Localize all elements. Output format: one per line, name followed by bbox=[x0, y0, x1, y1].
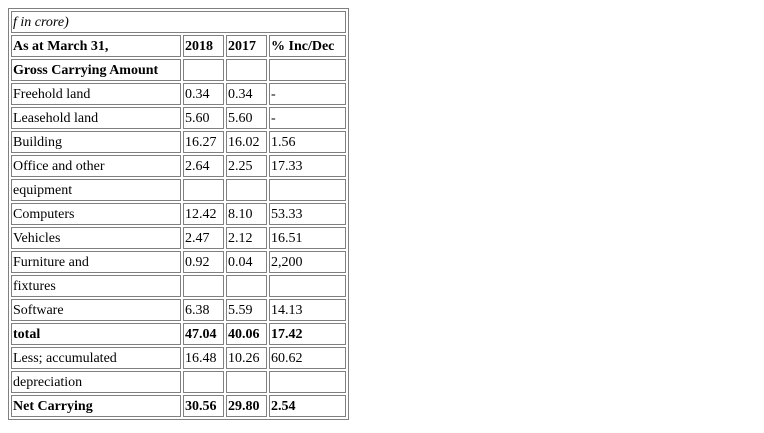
value-2017: 2.12 bbox=[226, 227, 267, 249]
table-row: Freehold land 0.34 0.34- bbox=[11, 83, 346, 105]
row-label: Vehicles bbox=[11, 227, 181, 249]
pct-change: 2,200 bbox=[269, 251, 346, 273]
row-label: Software bbox=[11, 299, 181, 321]
pct-change: - bbox=[269, 83, 346, 105]
value-2017: 40.06 bbox=[226, 323, 267, 345]
row-label: total bbox=[11, 323, 181, 345]
table-row: total 47.04 40.06 17.42 bbox=[11, 323, 346, 345]
table-row: Furniture and 0.92 0.04 2,200 bbox=[11, 251, 346, 273]
row-label: Gross Carrying Amount bbox=[11, 59, 181, 81]
pct-change: 1.56 bbox=[269, 131, 346, 153]
value-2017 bbox=[226, 179, 267, 201]
pct-change: 17.42 bbox=[269, 323, 346, 345]
header-2018: 2018 bbox=[183, 35, 224, 57]
pct-change bbox=[269, 275, 346, 297]
row-label: Computers bbox=[11, 203, 181, 225]
pct-change bbox=[269, 59, 346, 81]
table-row: Leasehold land 5.60 5.60- bbox=[11, 107, 346, 129]
value-2017: 29.80 bbox=[226, 395, 267, 417]
value-2017: 0.04 bbox=[226, 251, 267, 273]
header-row: As at March 31, 2018 2017 % Inc/Dec bbox=[11, 35, 346, 57]
pct-change: 2.54 bbox=[269, 395, 346, 417]
value-2018: 2.64 bbox=[183, 155, 224, 177]
value-2018: 0.34 bbox=[183, 83, 224, 105]
value-2018 bbox=[183, 59, 224, 81]
value-2018: 12.42 bbox=[183, 203, 224, 225]
pct-change: 16.51 bbox=[269, 227, 346, 249]
value-2018: 6.38 bbox=[183, 299, 224, 321]
table-row: Building 16.27 16.02 1.56 bbox=[11, 131, 346, 153]
pct-change: - bbox=[269, 107, 346, 129]
value-2018: 16.48 bbox=[183, 347, 224, 369]
row-label: depreciation bbox=[11, 371, 181, 393]
value-2017: 5.59 bbox=[226, 299, 267, 321]
value-2017: 8.10 bbox=[226, 203, 267, 225]
row-label: fixtures bbox=[11, 275, 181, 297]
row-label: Net Carrying bbox=[11, 395, 181, 417]
value-2018: 30.56 bbox=[183, 395, 224, 417]
value-2017: 16.02 bbox=[226, 131, 267, 153]
value-2018: 5.60 bbox=[183, 107, 224, 129]
header-2017: 2017 bbox=[226, 35, 267, 57]
value-2018 bbox=[183, 179, 224, 201]
value-2017 bbox=[226, 371, 267, 393]
value-2017: 10.26 bbox=[226, 347, 267, 369]
row-label: equipment bbox=[11, 179, 181, 201]
table-row: Less; accumulated 16.48 10.26 60.62 bbox=[11, 347, 346, 369]
row-label: Building bbox=[11, 131, 181, 153]
row-label: Office and other bbox=[11, 155, 181, 177]
gross-carrying-amount-table: f in crore) As at March 31, 2018 2017 % … bbox=[8, 8, 349, 420]
table-row: equipment bbox=[11, 179, 346, 201]
value-2018 bbox=[183, 275, 224, 297]
pct-change: 17.33 bbox=[269, 155, 346, 177]
pct-change: 53.33 bbox=[269, 203, 346, 225]
value-2018: 47.04 bbox=[183, 323, 224, 345]
pct-change bbox=[269, 179, 346, 201]
pct-change: 14.13 bbox=[269, 299, 346, 321]
table-row: Vehicles 2.47 2.12 16.51 bbox=[11, 227, 346, 249]
table-row: fixtures bbox=[11, 275, 346, 297]
table-row: Gross Carrying Amount bbox=[11, 59, 346, 81]
header-pct-change: % Inc/Dec bbox=[269, 35, 346, 57]
financial-table-container: f in crore) As at March 31, 2018 2017 % … bbox=[8, 8, 349, 420]
value-2017 bbox=[226, 275, 267, 297]
caption-row: f in crore) bbox=[11, 11, 346, 33]
table-row: Office and other 2.64 2.25 17.33 bbox=[11, 155, 346, 177]
value-2018: 0.92 bbox=[183, 251, 224, 273]
currency-note: f in crore) bbox=[11, 11, 346, 33]
table-row: Computers 12.42 8.10 53.33 bbox=[11, 203, 346, 225]
table-row: Software 6.38 5.59 14.13 bbox=[11, 299, 346, 321]
value-2018: 16.27 bbox=[183, 131, 224, 153]
header-label: As at March 31, bbox=[11, 35, 181, 57]
value-2018 bbox=[183, 371, 224, 393]
value-2017 bbox=[226, 59, 267, 81]
row-label: Freehold land bbox=[11, 83, 181, 105]
row-label: Furniture and bbox=[11, 251, 181, 273]
table-row: Net Carrying 30.56 29.80 2.54 bbox=[11, 395, 346, 417]
pct-change: 60.62 bbox=[269, 347, 346, 369]
row-label: Less; accumulated bbox=[11, 347, 181, 369]
pct-change bbox=[269, 371, 346, 393]
value-2017: 2.25 bbox=[226, 155, 267, 177]
row-label: Leasehold land bbox=[11, 107, 181, 129]
value-2018: 2.47 bbox=[183, 227, 224, 249]
table-row: depreciation bbox=[11, 371, 346, 393]
value-2017: 0.34 bbox=[226, 83, 267, 105]
value-2017: 5.60 bbox=[226, 107, 267, 129]
